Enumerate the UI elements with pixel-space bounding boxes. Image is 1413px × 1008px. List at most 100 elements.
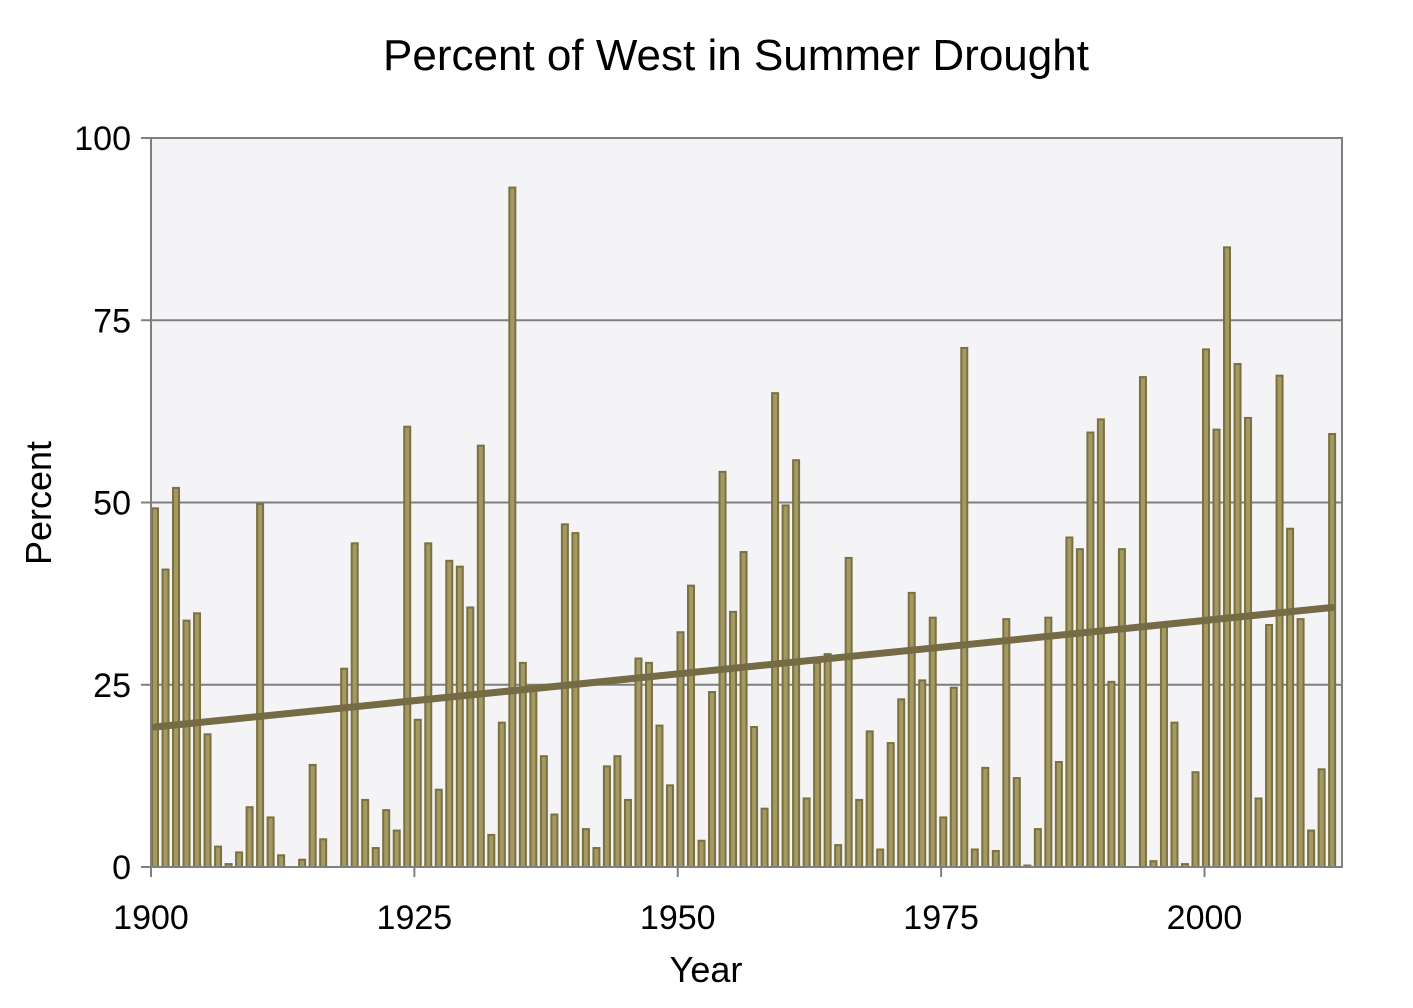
bar-1963 xyxy=(813,661,822,868)
x-tick-label-1950: 1950 xyxy=(640,899,716,937)
bar-1950 xyxy=(676,631,685,869)
bar-1903 xyxy=(182,619,191,869)
bar-1901 xyxy=(161,568,170,868)
y-tick-label-25: 25 xyxy=(93,667,131,705)
bar-1906 xyxy=(214,845,223,869)
bar-1925 xyxy=(413,718,422,868)
bar-1952 xyxy=(697,839,706,868)
bar-1948 xyxy=(655,724,664,868)
bar-1973 xyxy=(918,679,927,868)
bar-1962 xyxy=(802,797,811,868)
bar-1910 xyxy=(256,502,265,868)
bar-1944 xyxy=(613,755,622,869)
bar-1939 xyxy=(560,523,569,868)
bar-1969 xyxy=(876,848,885,869)
bar-1945 xyxy=(623,798,632,869)
tick-labels: 0 25 50 75 100 1900 1925 1950 1975 2000 xyxy=(74,120,1242,937)
bar-1984 xyxy=(1033,828,1042,868)
bar-1900 xyxy=(151,507,159,868)
trend-line xyxy=(151,603,1336,731)
bar-1914 xyxy=(298,858,307,869)
bar-1986 xyxy=(1054,761,1063,868)
bar-1989 xyxy=(1086,431,1095,868)
bar-1975 xyxy=(939,816,948,868)
bar-1960 xyxy=(781,504,790,868)
bar-1981 xyxy=(1002,618,1011,869)
y-tick-label-50: 50 xyxy=(93,485,131,523)
bar-1965 xyxy=(834,844,843,869)
bar-1978 xyxy=(970,848,979,869)
bar-1990 xyxy=(1096,418,1105,868)
bar-1918 xyxy=(340,667,349,868)
bar-1966 xyxy=(844,556,853,868)
bar-1997 xyxy=(1170,721,1179,869)
bar-1947 xyxy=(644,661,653,868)
bar-1992 xyxy=(1117,548,1126,868)
bar-1982 xyxy=(1012,777,1021,869)
bar-1964 xyxy=(823,653,832,869)
chart-title: Percent of West in Summer Drought xyxy=(383,31,1089,80)
bar-1932 xyxy=(487,833,496,869)
bar-1953 xyxy=(708,691,717,868)
bar-2001 xyxy=(1212,428,1221,868)
bar-1904 xyxy=(193,612,202,868)
bar-1972 xyxy=(907,591,916,868)
bar-1920 xyxy=(361,798,370,869)
bar-1999 xyxy=(1191,771,1200,868)
bar-1924 xyxy=(403,425,412,868)
bar-1988 xyxy=(1075,548,1084,868)
bar-2005 xyxy=(1254,797,1263,868)
bar-1915 xyxy=(308,763,317,868)
x-tick-label-2000: 2000 xyxy=(1167,899,1243,937)
x-axis-label: Year xyxy=(670,949,743,990)
bar-1991 xyxy=(1107,680,1116,868)
bar-1985 xyxy=(1044,616,1053,868)
bar-1956 xyxy=(739,551,748,869)
bar-1957 xyxy=(750,726,759,868)
bar-1959 xyxy=(771,392,780,868)
x-tick-label-1925: 1925 xyxy=(377,899,453,937)
bar-2004 xyxy=(1244,416,1253,868)
bar-1968 xyxy=(865,730,874,868)
bar-1980 xyxy=(991,849,1000,868)
bar-1916 xyxy=(319,838,328,868)
bar-1923 xyxy=(392,829,401,868)
bar-1940 xyxy=(571,532,580,868)
bar-1977 xyxy=(960,346,969,868)
bar-1943 xyxy=(602,765,611,869)
bar-1909 xyxy=(245,806,254,868)
bar-2011 xyxy=(1317,768,1326,869)
bar-1902 xyxy=(172,486,181,868)
bar-1949 xyxy=(665,784,674,868)
bar-1929 xyxy=(455,565,464,868)
bar-1996 xyxy=(1159,625,1168,868)
bar-1905 xyxy=(203,733,212,869)
bar-1927 xyxy=(434,788,443,869)
bar-1951 xyxy=(687,584,696,869)
y-tick-label-75: 75 xyxy=(93,302,131,340)
bar-1936 xyxy=(529,686,538,869)
bar-1987 xyxy=(1065,536,1074,868)
bar-2000 xyxy=(1202,348,1210,869)
x-tick-label-1900: 1900 xyxy=(113,899,189,937)
bar-1931 xyxy=(476,444,485,868)
bar-1976 xyxy=(949,686,958,869)
y-tick-label-0: 0 xyxy=(112,849,131,887)
bar-2012 xyxy=(1328,432,1337,868)
bar-1938 xyxy=(550,813,559,869)
bar-1955 xyxy=(729,610,738,868)
bar-1930 xyxy=(466,606,475,868)
bar-1994 xyxy=(1138,376,1147,868)
bar-1967 xyxy=(855,798,864,869)
bar-2006 xyxy=(1265,623,1274,868)
bar-1934 xyxy=(508,186,517,868)
bar-1921 xyxy=(371,847,380,869)
trend-line-group xyxy=(151,603,1336,731)
y-axis-label: Percent xyxy=(18,441,59,565)
bar-1971 xyxy=(897,698,906,869)
bar-1912 xyxy=(277,854,286,868)
x-tick-label-1975: 1975 xyxy=(903,899,979,937)
bar-1926 xyxy=(424,542,433,868)
bar-1933 xyxy=(497,721,506,869)
